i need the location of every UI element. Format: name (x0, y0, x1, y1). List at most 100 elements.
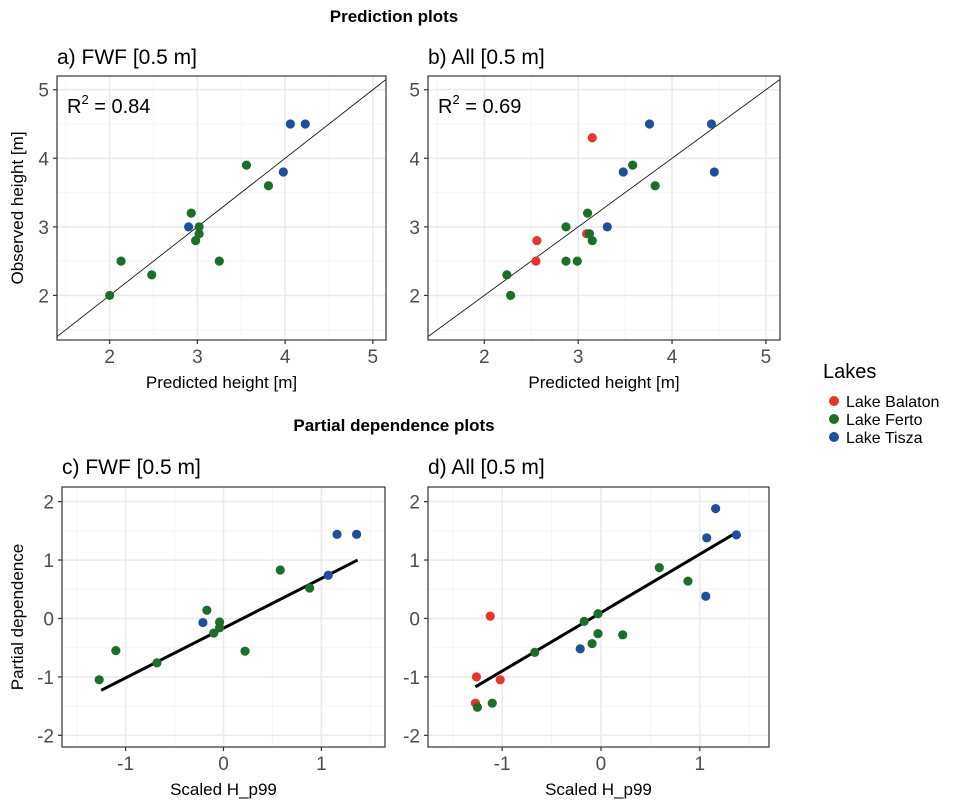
y-tick-label: 0 (43, 609, 54, 630)
x-tick-label: -1 (117, 754, 134, 775)
point-lake-ferto (214, 623, 225, 633)
point-lake-ferto (582, 208, 593, 218)
point-lake-tisza (701, 591, 711, 601)
point-lake-tisza (300, 119, 310, 129)
point-lake-tisza (711, 504, 721, 514)
y-tick-label: -1 (403, 668, 420, 689)
x-axis-label: Scaled H_p99 (545, 780, 652, 799)
point-lake-ferto (194, 229, 204, 239)
partial-dependence-title: Partial dependence plots (293, 416, 494, 435)
x-tick-label: 1 (695, 754, 706, 775)
x-tick-label: 3 (573, 347, 584, 368)
x-tick-label: 0 (596, 754, 607, 775)
point-lake-tisza (184, 222, 194, 232)
r-squared-annotation: R2 = 0.69 (438, 92, 521, 118)
panel-title: b) All [0.5 m] (428, 46, 545, 69)
identity-line (57, 78, 386, 338)
point-lake-ferto (572, 256, 582, 266)
x-tick-label: 0 (218, 754, 229, 775)
legend: Lakes Lake Balaton Lake Ferto Lake Tisza (823, 361, 939, 447)
point-lake-ferto (94, 675, 104, 685)
legend-key-lake-tisza (829, 432, 839, 442)
point-lake-ferto (593, 609, 603, 619)
point-lake-ferto (530, 647, 540, 657)
y-axis-label: Observed height [m] (8, 131, 27, 284)
y-tick-label: 2 (409, 493, 420, 514)
point-lake-tisza (278, 167, 288, 177)
legend-key-lake-ferto (829, 414, 839, 424)
point-lake-ferto (593, 629, 603, 639)
x-axis-label: Scaled H_p99 (170, 780, 277, 799)
panel-border (427, 486, 770, 748)
y-tick-label: 1 (409, 551, 420, 572)
panel-title: a) FWF [0.5 m] (57, 46, 197, 69)
y-axis-label: Partial dependence (8, 544, 27, 691)
point-lake-ferto (587, 638, 597, 649)
point-lake-tisza (706, 119, 717, 129)
x-tick-label: 2 (104, 347, 115, 368)
point-lake-ferto (240, 646, 250, 656)
legend-label-lake-tisza: Lake Tisza (846, 430, 923, 447)
x-axis-label: Predicted height [m] (528, 373, 679, 392)
point-lake-balaton (587, 133, 597, 143)
point-lake-ferto (502, 270, 512, 280)
point-lake-balaton (532, 235, 542, 246)
panel-c: -1 0 1 -2 -1 0 1 2 c) FWF [0.5 m] Scaled H_p99 Par… (8, 456, 386, 799)
point-lake-ferto (191, 235, 201, 246)
point-lake-ferto (561, 256, 571, 266)
point-lake-tisza (602, 222, 612, 232)
point-lake-ferto (587, 235, 597, 246)
x-tick-label: 5 (761, 347, 772, 368)
point-lake-tisza (323, 570, 333, 580)
panel-border (56, 75, 387, 341)
point-lake-ferto (650, 181, 660, 191)
y-tick-label: 3 (38, 218, 49, 239)
y-tick-label: -2 (403, 726, 420, 747)
point-lake-tisza (731, 530, 741, 540)
point-lake-ferto (202, 605, 212, 615)
point-lake-ferto (116, 256, 126, 266)
point-lake-ferto (186, 208, 196, 218)
y-tick-label: 4 (409, 149, 420, 170)
y-tick-label: 2 (43, 493, 54, 514)
point-lake-ferto (618, 630, 628, 640)
y-tick-label: 5 (38, 81, 49, 102)
point-lake-tisza (285, 119, 295, 129)
legend-label-lake-balaton: Lake Balaton (846, 394, 939, 411)
point-lake-balaton (485, 611, 495, 621)
point-lake-tisza (702, 533, 712, 543)
point-lake-ferto (241, 160, 252, 170)
y-tick-label: 2 (409, 286, 420, 307)
point-lake-tisza (709, 167, 719, 177)
x-tick-label: 1 (316, 754, 327, 775)
y-tick-label: 5 (409, 81, 420, 102)
point-lake-tisza (352, 529, 362, 539)
point-lake-ferto (152, 658, 162, 668)
x-tick-label: 5 (368, 347, 379, 368)
point-lake-ferto (194, 222, 204, 232)
point-lake-ferto (561, 222, 571, 232)
panel-b: 2 3 4 5 2 3 4 5 b) All [0.5 m] Predicted height [… (409, 46, 781, 392)
y-tick-label: 4 (38, 149, 49, 170)
point-lake-balaton (495, 675, 505, 685)
legend-key-lake-balaton (829, 396, 839, 406)
x-tick-label: 4 (667, 347, 678, 368)
point-lake-ferto (105, 290, 115, 301)
point-lake-ferto (472, 702, 483, 712)
panel-d: -1 0 1 -2 -1 0 1 2 d) All [0.5 m] Scaled H_p99 (403, 456, 770, 799)
point-lake-ferto (506, 290, 516, 301)
identity-line (428, 78, 780, 338)
point-lake-balaton (531, 256, 541, 266)
x-tick-label: 4 (280, 347, 291, 368)
point-lake-ferto (111, 645, 121, 656)
y-tick-label: -2 (37, 726, 54, 747)
point-lake-ferto (628, 160, 638, 170)
x-tick-label: -1 (494, 754, 511, 775)
point-lake-ferto (214, 256, 224, 266)
point-lake-ferto (209, 628, 219, 638)
point-lake-balaton (471, 672, 482, 682)
point-lake-tisza (198, 617, 208, 628)
point-lake-ferto (683, 576, 693, 586)
point-lake-ferto (305, 583, 315, 593)
